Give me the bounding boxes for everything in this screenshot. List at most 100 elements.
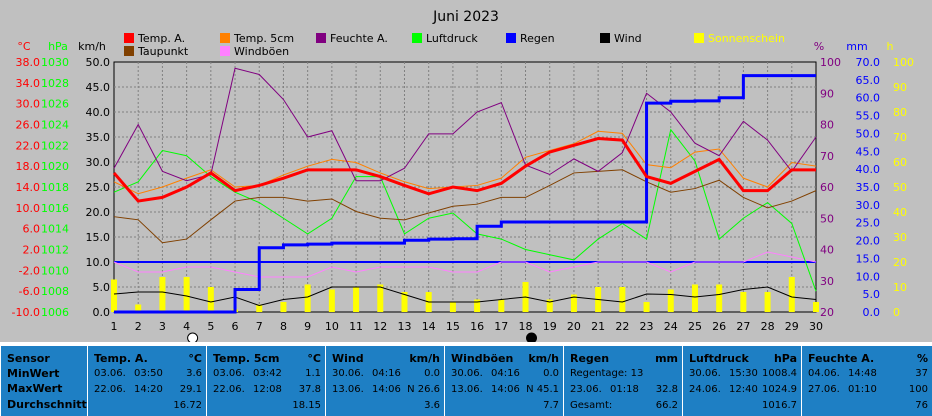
rain-tick: 5.0 <box>863 288 881 301</box>
humidity-tick: 80 <box>820 119 834 132</box>
sunshine-bar <box>353 287 360 312</box>
temp-tick: 30.0 <box>16 98 41 111</box>
x-tick-label: 29 <box>785 320 799 333</box>
x-tick-label: 18 <box>519 320 533 333</box>
stats-column-unit: km/h <box>409 352 440 365</box>
sunshine-bar <box>135 304 142 312</box>
x-tick-label: 25 <box>688 320 702 333</box>
stats-column-unit: °C <box>188 352 202 365</box>
stats-max-time: 12:40 <box>729 384 758 395</box>
stats-max-value: 29.1 <box>179 384 202 395</box>
temp-tick: 14.0 <box>16 181 41 194</box>
stats-column: Windböen km/h 30.06. 04:16 0.0 13.06. 14:06 N 4… <box>444 346 564 416</box>
stats-avg-value: 18.15 <box>292 400 321 411</box>
humidity-tick: 90 <box>820 87 834 100</box>
stats-max-date: 22.06. <box>213 384 245 395</box>
full-moon-marker <box>187 332 199 342</box>
wind-tick: 45.0 <box>86 81 111 94</box>
sunshine-bar <box>619 287 626 312</box>
legend-swatch <box>124 33 134 43</box>
legend-label: Windböen <box>234 45 289 58</box>
stats-min-time: 04:16 <box>372 368 401 379</box>
humidity-tick: 100 <box>820 56 841 69</box>
chart-svg: 38.034.030.026.022.018.014.010.06.02.0-2… <box>12 9 914 342</box>
sunshine-bar <box>111 279 117 312</box>
stats-min-date: 30.06. <box>689 368 721 379</box>
weather-chart: 38.0 34.0 30.0 26.0 22.0 18.0 14.0 10.0 6.0 2.0 -2… <box>12 9 914 342</box>
stats-column: Temp. A. °C 03.06. 03:50 3.6 22.06. 14:20 29.1 1… <box>87 346 207 416</box>
sun-tick: 90 <box>893 81 907 94</box>
stats-column-title: Windböen <box>451 352 514 365</box>
temp-tick: 18.0 <box>16 160 41 173</box>
stats-column-unit: km/h <box>528 352 559 365</box>
x-tick-label: 28 <box>761 320 775 333</box>
pressure-tick: 1018 <box>41 181 69 194</box>
stats-avg-label: Gesamt: <box>570 400 613 411</box>
temp-axis-label: °C <box>17 40 31 53</box>
stats-min-date: Regentage: 13 <box>570 368 644 379</box>
stats-avg-value: 66.2 <box>655 400 678 411</box>
stats-min-date: 03.06. <box>213 368 245 379</box>
stats-column-title: Feuchte A. <box>808 352 875 365</box>
sunshine-bar <box>788 277 795 312</box>
chart-title: Juni 2023 <box>432 9 499 25</box>
x-tick-label: 2 <box>135 320 142 333</box>
temp-tick: -6.0 <box>19 285 40 298</box>
temp-tick: 6.0 <box>23 223 41 236</box>
sunshine-bar <box>207 287 214 312</box>
stats-max-time: 01:18 <box>610 384 639 395</box>
series-temp-a- <box>112 137 816 203</box>
stats-max-time: 01:10 <box>848 384 877 395</box>
series-regen <box>114 74 816 314</box>
sunshine-bar <box>764 292 771 312</box>
humidity-tick: 50 <box>820 212 834 225</box>
sunshine-bar <box>304 284 311 312</box>
pressure-tick: 1010 <box>41 264 69 277</box>
sunshine-bar <box>256 304 263 312</box>
stats-max-time: 14:20 <box>134 384 163 395</box>
pressure-axis-label: hPa <box>48 40 68 53</box>
x-tick-label: 17 <box>494 320 508 333</box>
x-tick-label: 7 <box>256 320 263 333</box>
stats-min-value: 1008.4 <box>762 368 797 379</box>
x-tick-label: 11 <box>349 320 363 333</box>
pressure-tick: 1012 <box>41 244 69 257</box>
x-tick-label: 26 <box>712 320 726 333</box>
stats-max-value: N 26.6 <box>407 384 440 395</box>
stats-max-time: 12:08 <box>253 384 282 395</box>
legend-swatch <box>220 46 230 56</box>
stats-column: Luftdruck hPa 30.06. 15:30 1008.4 24.06. 12:40… <box>682 346 802 416</box>
x-tick-label: 4 <box>183 320 190 333</box>
x-tick-label: 6 <box>232 320 239 333</box>
sunshine-bar <box>498 299 505 312</box>
stats-avg-value: 3.6 <box>424 400 440 411</box>
sunshine-bar <box>401 292 408 312</box>
stats-max-value: 1024.9 <box>762 384 797 395</box>
stats-max-date: 27.06. <box>808 384 840 395</box>
sunshine-bar <box>449 302 456 312</box>
sun-axis-label: h <box>887 40 894 53</box>
temp-tick: 38.0 <box>16 56 41 69</box>
x-tick-label: 30 <box>809 320 823 333</box>
stats-min-value: 0.0 <box>543 368 559 379</box>
sunshine-bar <box>328 289 335 312</box>
stats-min-value: 1.1 <box>305 368 321 379</box>
series-feuchte-a- <box>113 67 817 182</box>
stats-min-date: 04.06. <box>808 368 840 379</box>
rain-tick: 25.0 <box>856 217 881 230</box>
stats-max-value: 100 <box>908 384 928 395</box>
row-label-max: MaxWert <box>7 382 63 395</box>
stats-min-value: 3.6 <box>186 368 202 379</box>
rain-axis-label: mm <box>846 40 867 53</box>
sunshine-bar <box>740 292 747 312</box>
stats-column: Regen mm Regentage: 13 23.06. 01:18 32.8 Gesam… <box>563 346 683 416</box>
rain-tick: 35.0 <box>856 181 881 194</box>
sun-tick: 80 <box>893 106 907 119</box>
stats-column-unit: mm <box>655 352 678 365</box>
wind-tick: 50.0 <box>86 56 111 69</box>
rain-tick: 70.0 <box>856 56 881 69</box>
rain-tick: 50.0 <box>856 127 881 140</box>
x-tick-label: 19 <box>543 320 557 333</box>
rain-tick: 10.0 <box>856 270 881 283</box>
humidity-tick: 30 <box>820 275 834 288</box>
